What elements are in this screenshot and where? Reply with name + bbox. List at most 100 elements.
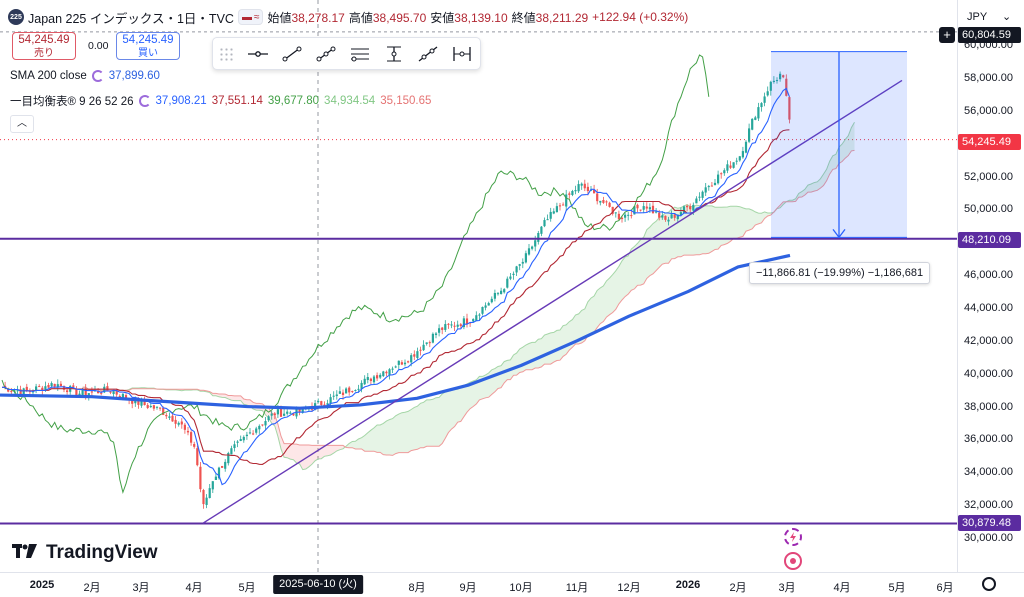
price-tick-label: 40,000.00: [964, 368, 1013, 380]
sma-label: SMA 200 close: [10, 70, 87, 82]
currency-selector[interactable]: JPY ⌄: [963, 7, 1015, 27]
candle-body: [640, 210, 642, 211]
candle-body: [457, 325, 459, 327]
record-event-icon[interactable]: [784, 552, 802, 570]
cloud-segment: [414, 406, 417, 450]
cloud-segment: [591, 296, 594, 334]
candle-body: [702, 192, 704, 198]
cloud-segment: [532, 342, 535, 369]
cloud-segment: [594, 290, 597, 332]
ichimoku-value-conversion: 37,908.21: [156, 95, 207, 107]
tradingview-logo[interactable]: TradingView: [12, 542, 158, 564]
collapse-legend-button[interactable]: ︿: [10, 115, 34, 133]
candle-body: [705, 187, 707, 192]
horizontal-ray-tool[interactable]: [241, 41, 275, 67]
candle-body: [348, 388, 350, 393]
ichimoku-value-lead2: 35,150.65: [380, 95, 431, 107]
trend-line-icon: [281, 45, 303, 63]
cloud-segment: [706, 206, 709, 254]
candle-body: [624, 215, 626, 218]
candle-body: [627, 215, 629, 216]
candle-body: [159, 407, 161, 408]
cloud-segment: [696, 205, 699, 255]
cloud-segment: [737, 206, 740, 238]
price-tick-label: 52,000.00: [964, 171, 1013, 183]
candle-body: [599, 201, 601, 203]
candle-body: [392, 369, 394, 370]
candle-body: [636, 205, 638, 208]
trend-line-tool[interactable]: [275, 41, 309, 67]
time-tick-label: 2025: [30, 579, 54, 591]
candle-body: [655, 212, 657, 213]
candle-body: [568, 193, 570, 194]
candle-body: [277, 409, 279, 414]
candle-body: [547, 219, 549, 220]
buy-button[interactable]: 54,245.49 買い: [116, 32, 180, 60]
candle-body: [754, 117, 756, 120]
plus-icon: +: [943, 27, 951, 42]
candle-body: [733, 162, 735, 168]
cloud-segment: [399, 413, 402, 453]
price-axis[interactable]: 60,000.0058,000.0056,000.0054,000.0052,0…: [957, 0, 1024, 572]
settings-gear-icon[interactable]: [982, 577, 996, 591]
candle-body: [432, 334, 434, 343]
cloud-segment: [402, 412, 405, 452]
cloud-segment: [383, 421, 386, 455]
minus-icon: ▬: [242, 12, 252, 23]
add-alert-button[interactable]: +: [939, 27, 955, 43]
cloud-segment: [324, 445, 327, 456]
symbol-title[interactable]: Japan 225 インデックス・1日・TVC: [28, 8, 234, 27]
legend-toggle[interactable]: ▬≈: [238, 9, 264, 25]
candle-body: [243, 437, 245, 440]
candle-body: [249, 432, 251, 433]
candle-body: [150, 406, 152, 407]
candle-body: [522, 262, 524, 264]
cloud-segment: [607, 278, 610, 317]
cloud-segment: [442, 392, 445, 444]
info-line-tool[interactable]: [309, 41, 343, 67]
parallel-channel-tool[interactable]: [343, 41, 377, 67]
ichimoku-legend[interactable]: 一目均衡表® 9 26 52 26 37,908.21 37,551.14 39…: [10, 93, 431, 109]
cloud-segment: [417, 403, 420, 449]
extended-line-tool[interactable]: [411, 41, 445, 67]
sma-legend[interactable]: SMA 200 close 37,899.60: [10, 70, 160, 82]
candle-body: [376, 375, 378, 378]
flash-event-icon[interactable]: [784, 528, 802, 546]
candle-body: [478, 315, 480, 316]
candle-body: [410, 355, 412, 362]
price-range-tool[interactable]: [445, 41, 479, 67]
candle-body: [212, 481, 214, 489]
cloud-segment: [538, 339, 541, 368]
candle-body: [237, 442, 239, 443]
sell-button[interactable]: 54,245.49 売り: [12, 32, 76, 60]
candle-body: [426, 342, 428, 344]
horizontal-ray-icon: [247, 47, 269, 61]
ichimoku-label: 一目均衡表® 9 26 52 26: [10, 93, 134, 109]
vertical-line-tool[interactable]: [377, 41, 411, 67]
candle-body: [686, 206, 688, 207]
cloud-segment: [514, 353, 517, 375]
time-tick-label: 6月: [936, 579, 953, 595]
cloud-segment: [445, 391, 448, 438]
cloud-segment: [495, 366, 498, 391]
candle-body: [742, 151, 744, 157]
time-tick-label: 10月: [509, 579, 532, 595]
candle-body: [438, 328, 440, 333]
candle-body: [398, 361, 400, 365]
candle-body: [506, 279, 508, 288]
candle-body: [646, 207, 648, 209]
candle-body: [388, 369, 390, 375]
candle-body: [51, 383, 53, 386]
candle-body: [357, 389, 359, 390]
cloud-segment: [709, 206, 712, 253]
candle-body: [407, 361, 409, 362]
candle-body: [441, 328, 443, 330]
drag-handle-icon[interactable]: [219, 47, 233, 61]
candle-body: [385, 372, 387, 373]
candle-body: [171, 416, 173, 422]
loading-icon: [92, 70, 104, 82]
cloud-segment: [390, 419, 393, 456]
cloud-segment: [603, 281, 606, 322]
